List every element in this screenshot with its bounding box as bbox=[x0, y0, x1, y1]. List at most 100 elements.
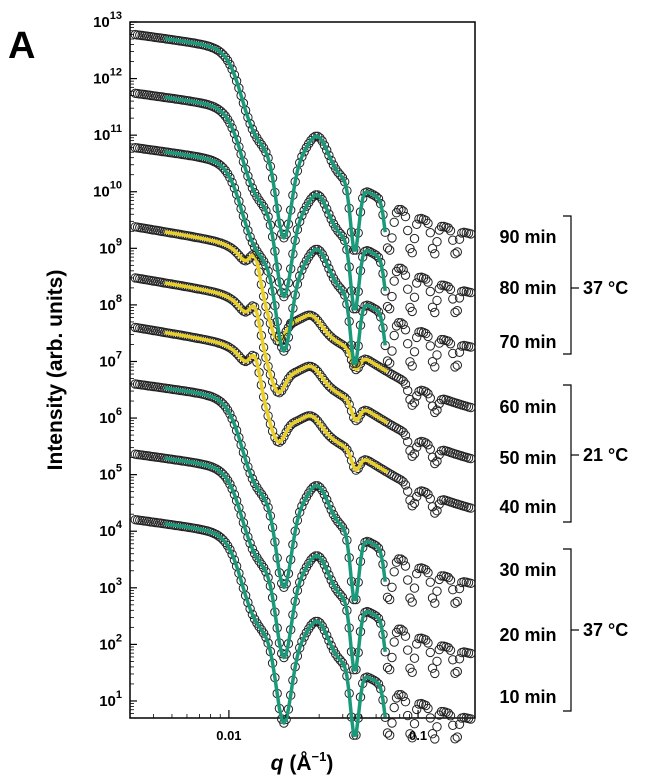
data-point bbox=[398, 477, 408, 487]
data-point bbox=[326, 268, 336, 279]
data-point bbox=[430, 458, 440, 469]
data-point bbox=[443, 572, 453, 583]
data-point bbox=[450, 249, 460, 259]
data-point bbox=[387, 233, 397, 243]
data-point bbox=[335, 655, 345, 665]
data-point bbox=[409, 449, 420, 459]
data-point bbox=[403, 284, 413, 294]
data-point bbox=[326, 505, 336, 515]
data-point bbox=[319, 489, 330, 500]
time-label: 60 min bbox=[499, 397, 556, 417]
data-point bbox=[412, 391, 422, 401]
data-point bbox=[313, 416, 323, 426]
data-point bbox=[256, 489, 267, 499]
data-point bbox=[378, 364, 388, 374]
data-point bbox=[335, 228, 345, 239]
y-tick-label: 105 bbox=[99, 463, 122, 484]
fit-curve bbox=[164, 456, 387, 672]
data-point bbox=[367, 408, 377, 418]
data-point bbox=[254, 136, 264, 147]
data-point bbox=[466, 503, 476, 513]
data-point bbox=[220, 402, 231, 412]
data-point bbox=[445, 711, 456, 721]
series-90-min bbox=[130, 29, 476, 259]
data-point bbox=[220, 537, 231, 548]
data-point bbox=[367, 458, 377, 468]
data-point bbox=[432, 586, 442, 596]
data-point bbox=[218, 108, 228, 119]
data-point bbox=[421, 328, 431, 339]
data-point bbox=[367, 248, 377, 258]
data-point bbox=[445, 284, 456, 295]
data-point bbox=[412, 491, 422, 502]
data-point bbox=[351, 415, 361, 426]
data-point bbox=[385, 304, 395, 314]
data-point bbox=[389, 330, 399, 341]
temperature-label: 37 °C bbox=[583, 620, 628, 640]
data-point bbox=[432, 405, 442, 415]
data-point bbox=[421, 635, 431, 645]
data-point bbox=[376, 414, 386, 424]
data-point bbox=[256, 140, 267, 150]
x-axis-title-exponent: −1 bbox=[312, 749, 327, 764]
data-point bbox=[412, 569, 422, 579]
data-point bbox=[432, 456, 442, 466]
data-point bbox=[466, 453, 476, 464]
data-point bbox=[412, 219, 422, 230]
data-point bbox=[432, 295, 442, 306]
x-axis-title-symbol: q bbox=[271, 752, 284, 775]
x-axis-title: q (Å−1) bbox=[271, 749, 334, 775]
data-point bbox=[326, 575, 336, 585]
series-10-min bbox=[130, 515, 476, 744]
data-point bbox=[340, 341, 350, 352]
data-point bbox=[315, 318, 325, 328]
data-point bbox=[407, 248, 417, 258]
data-point bbox=[331, 277, 341, 287]
data-point bbox=[430, 307, 440, 318]
data-point bbox=[371, 541, 381, 551]
data-point bbox=[400, 561, 411, 571]
data-point bbox=[450, 307, 460, 318]
data-point bbox=[466, 714, 476, 724]
data-point bbox=[454, 719, 465, 729]
plot-area bbox=[129, 21, 476, 744]
data-point bbox=[220, 472, 231, 482]
data-point bbox=[222, 341, 233, 352]
series-layer bbox=[130, 29, 476, 744]
data-point bbox=[371, 250, 381, 261]
data-point bbox=[421, 438, 431, 448]
data-point bbox=[369, 410, 379, 420]
data-point bbox=[299, 566, 309, 577]
y-tick-label: 101 bbox=[99, 689, 122, 710]
data-point bbox=[367, 674, 377, 684]
data-point bbox=[382, 301, 393, 312]
data-point bbox=[445, 645, 456, 655]
data-point bbox=[432, 506, 442, 516]
data-point bbox=[430, 362, 440, 372]
data-point bbox=[398, 265, 408, 275]
data-point bbox=[448, 720, 458, 730]
time-label: 40 min bbox=[499, 497, 556, 517]
data-point bbox=[403, 437, 413, 447]
data-point bbox=[403, 385, 413, 396]
data-point bbox=[373, 462, 384, 472]
data-point bbox=[394, 690, 404, 700]
data-point bbox=[412, 639, 422, 649]
y-tick-label: 109 bbox=[99, 236, 122, 257]
data-point bbox=[391, 472, 402, 483]
data-point bbox=[389, 637, 399, 647]
data-point bbox=[466, 578, 476, 588]
data-point bbox=[378, 415, 388, 425]
data-point bbox=[319, 253, 330, 263]
data-point bbox=[403, 575, 413, 585]
data-point bbox=[335, 170, 345, 180]
data-point bbox=[326, 214, 336, 224]
data-point bbox=[398, 376, 408, 386]
fit-curve bbox=[164, 150, 387, 365]
data-point bbox=[313, 366, 323, 377]
fit-curve bbox=[164, 281, 389, 425]
data-point bbox=[423, 277, 433, 287]
data-point bbox=[385, 594, 395, 605]
data-point bbox=[409, 233, 420, 244]
